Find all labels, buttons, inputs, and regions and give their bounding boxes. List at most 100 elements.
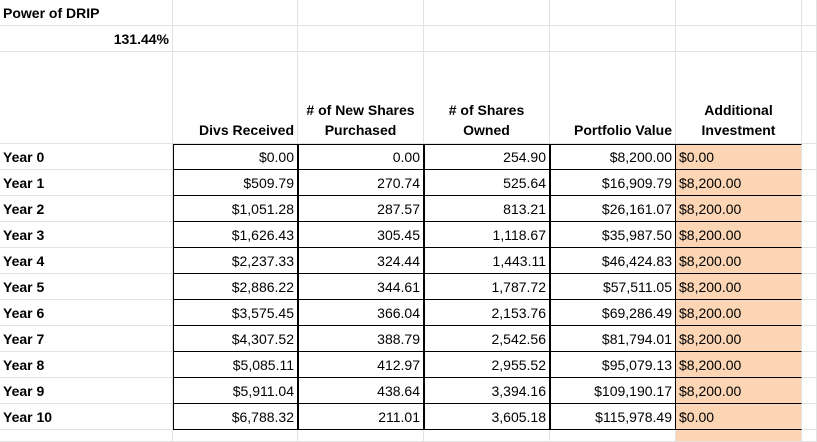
additional-investment-cell[interactable]: $8,200.00 [676, 222, 802, 248]
sheet-title[interactable]: Power of DRIP [0, 0, 173, 26]
portfolio-value-cell[interactable]: $109,190.17 [550, 378, 676, 404]
year-label[interactable]: Year 9 [0, 378, 173, 404]
empty-cell[interactable] [802, 144, 817, 170]
empty-cell[interactable] [802, 0, 817, 26]
additional-investment-cell[interactable]: $8,200.00 [676, 170, 802, 196]
empty-cell[interactable] [676, 0, 802, 26]
shares-owned-cell[interactable]: 1,787.72 [424, 274, 550, 300]
divs-received-cell[interactable]: $3,575.45 [173, 300, 298, 326]
header-shares-owned[interactable]: # of Shares Owned [424, 52, 550, 144]
divs-received-cell[interactable]: $1,626.43 [173, 222, 298, 248]
shares-owned-cell[interactable]: 1,118.67 [424, 222, 550, 248]
portfolio-value-cell[interactable]: $26,161.07 [550, 196, 676, 222]
additional-investment-cell[interactable]: $8,200.00 [676, 196, 802, 222]
empty-cell[interactable] [802, 430, 817, 442]
portfolio-value-cell[interactable]: $46,424.83 [550, 248, 676, 274]
year-label[interactable]: Year 2 [0, 196, 173, 222]
additional-investment-cell[interactable]: $8,200.00 [676, 248, 802, 274]
year-label[interactable]: Year 4 [0, 248, 173, 274]
header-label: Portfolio Value [573, 122, 672, 138]
header-label: Additional Investment [701, 102, 776, 138]
shares-owned-cell[interactable]: 525.64 [424, 170, 550, 196]
new-shares-cell[interactable]: 270.74 [298, 170, 424, 196]
new-shares-cell[interactable]: 305.45 [298, 222, 424, 248]
empty-cell[interactable] [802, 248, 817, 274]
header-additional-investment[interactable]: Additional Investment [676, 52, 802, 144]
empty-cell[interactable] [424, 430, 550, 442]
empty-cell[interactable] [676, 430, 802, 442]
portfolio-value-cell[interactable]: $69,286.49 [550, 300, 676, 326]
additional-investment-cell[interactable]: $8,200.00 [676, 378, 802, 404]
empty-cell[interactable] [298, 0, 424, 26]
portfolio-value-cell[interactable]: $8,200.00 [550, 144, 676, 170]
header-divs-received[interactable]: Divs Received [173, 52, 298, 144]
portfolio-value-cell[interactable]: $16,909.79 [550, 170, 676, 196]
empty-cell[interactable] [802, 378, 817, 404]
divs-received-cell[interactable]: $1,051.28 [173, 196, 298, 222]
empty-cell[interactable] [424, 26, 550, 52]
empty-cell[interactable] [802, 300, 817, 326]
divs-received-cell[interactable]: $5,085.11 [173, 352, 298, 378]
additional-investment-cell[interactable]: $8,200.00 [676, 300, 802, 326]
new-shares-cell[interactable]: 287.57 [298, 196, 424, 222]
year-label[interactable]: Year 1 [0, 170, 173, 196]
empty-cell[interactable] [550, 26, 676, 52]
header-portfolio-value[interactable]: Portfolio Value [550, 52, 676, 144]
empty-cell[interactable] [424, 0, 550, 26]
empty-cell[interactable] [298, 430, 424, 442]
divs-received-cell[interactable]: $5,911.04 [173, 378, 298, 404]
year-label[interactable]: Year 7 [0, 326, 173, 352]
divs-received-cell[interactable]: $509.79 [173, 170, 298, 196]
empty-cell[interactable] [173, 0, 298, 26]
empty-cell[interactable] [173, 26, 298, 52]
additional-investment-cell[interactable]: $8,200.00 [676, 274, 802, 300]
new-shares-cell[interactable]: 438.64 [298, 378, 424, 404]
year-label[interactable]: Year 5 [0, 274, 173, 300]
empty-cell[interactable] [802, 352, 817, 378]
empty-cell[interactable] [802, 52, 817, 144]
empty-cell[interactable] [550, 430, 676, 442]
year-label[interactable]: Year 8 [0, 352, 173, 378]
empty-cell[interactable] [0, 430, 173, 442]
divs-received-cell[interactable]: $2,886.22 [173, 274, 298, 300]
empty-cell[interactable] [802, 326, 817, 352]
portfolio-value-cell[interactable]: $81,794.01 [550, 326, 676, 352]
portfolio-value-cell[interactable]: $35,987.50 [550, 222, 676, 248]
shares-owned-cell[interactable]: 3,394.16 [424, 378, 550, 404]
empty-cell[interactable] [802, 170, 817, 196]
empty-cell[interactable] [173, 430, 298, 442]
new-shares-cell[interactable]: 412.97 [298, 352, 424, 378]
year-label[interactable]: Year 3 [0, 222, 173, 248]
rate-value[interactable]: 131.44% [0, 26, 173, 52]
additional-investment-cell[interactable]: $0.00 [676, 144, 802, 170]
shares-owned-cell[interactable]: 2,955.52 [424, 352, 550, 378]
shares-owned-cell[interactable]: 2,153.76 [424, 300, 550, 326]
new-shares-cell[interactable]: 0.00 [298, 144, 424, 170]
shares-owned-cell[interactable]: 1,443.11 [424, 248, 550, 274]
divs-received-cell[interactable]: $0.00 [173, 144, 298, 170]
shares-owned-cell[interactable]: 2,542.56 [424, 326, 550, 352]
empty-cell[interactable] [802, 274, 817, 300]
year-label[interactable]: Year 6 [0, 300, 173, 326]
new-shares-cell[interactable]: 366.04 [298, 300, 424, 326]
shares-owned-cell[interactable]: 813.21 [424, 196, 550, 222]
empty-cell[interactable] [802, 196, 817, 222]
new-shares-cell[interactable]: 388.79 [298, 326, 424, 352]
empty-cell[interactable] [802, 222, 817, 248]
new-shares-cell[interactable]: 324.44 [298, 248, 424, 274]
shares-owned-cell[interactable]: 254.90 [424, 144, 550, 170]
empty-cell[interactable] [550, 0, 676, 26]
portfolio-value-cell[interactable]: $95,079.13 [550, 352, 676, 378]
header-new-shares[interactable]: # of New Shares Purchased [298, 52, 424, 144]
empty-cell[interactable] [802, 26, 817, 52]
new-shares-cell[interactable]: 344.61 [298, 274, 424, 300]
empty-cell[interactable] [0, 52, 173, 144]
year-label[interactable]: Year 0 [0, 144, 173, 170]
divs-received-cell[interactable]: $4,307.52 [173, 326, 298, 352]
additional-investment-cell[interactable]: $8,200.00 [676, 352, 802, 378]
additional-investment-cell[interactable]: $8,200.00 [676, 326, 802, 352]
empty-cell[interactable] [298, 26, 424, 52]
portfolio-value-cell[interactable]: $57,511.05 [550, 274, 676, 300]
empty-cell[interactable] [676, 26, 802, 52]
divs-received-cell[interactable]: $2,237.33 [173, 248, 298, 274]
